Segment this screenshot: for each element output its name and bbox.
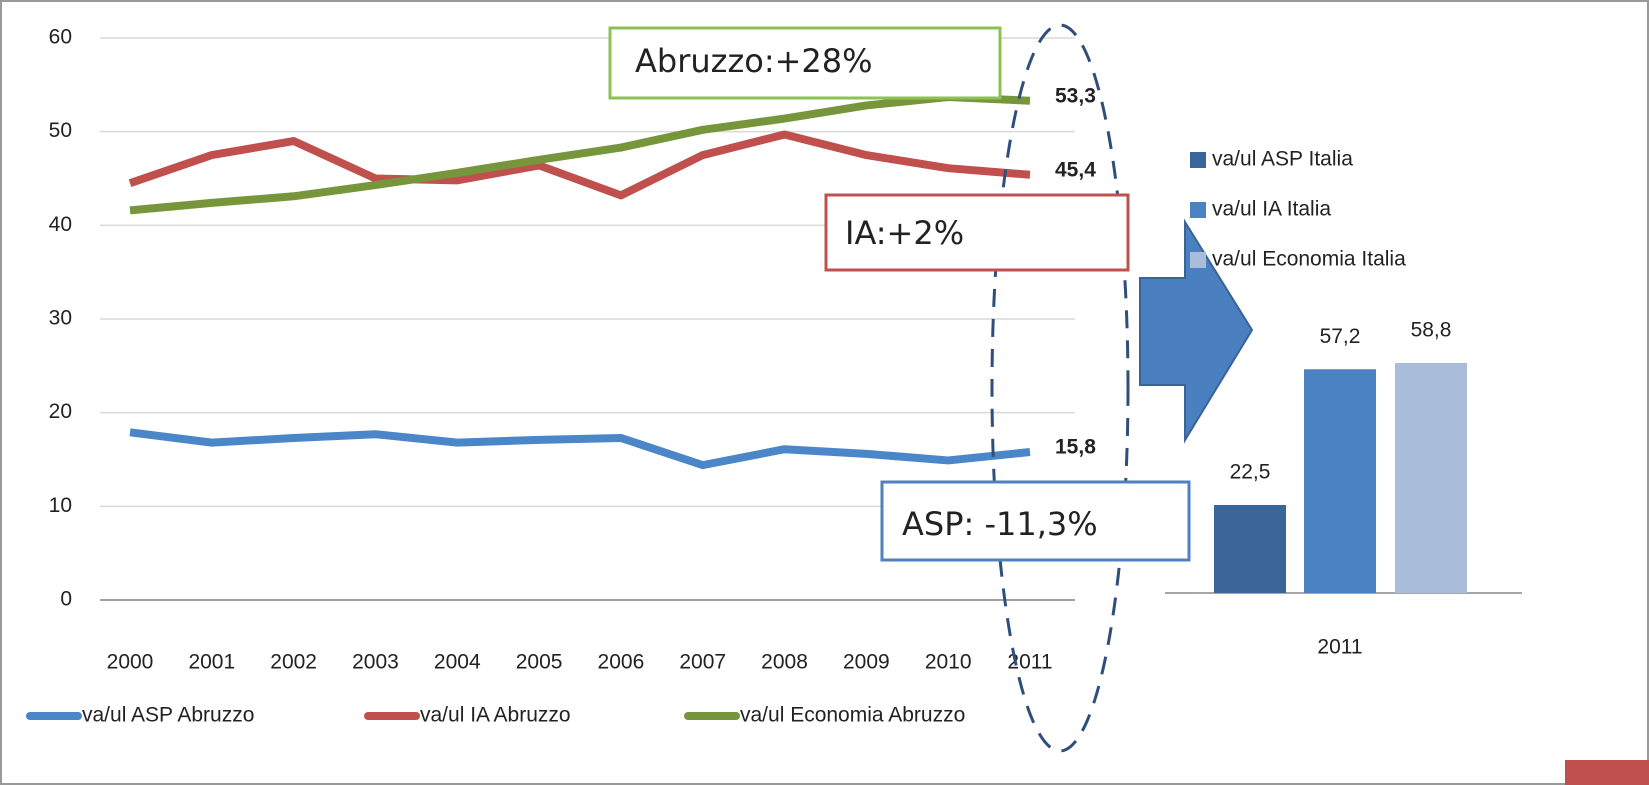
x-tick-label: 2005 — [516, 651, 563, 674]
highlight-ellipse — [990, 23, 1130, 753]
x-tick-label: 2002 — [270, 651, 317, 674]
annotation: ASP: -11,3% — [902, 505, 1098, 543]
series-line — [128, 130, 1031, 200]
corner-box — [1565, 760, 1649, 785]
data-label: 53,3 — [1055, 84, 1096, 107]
annotation: IA:+2% — [845, 214, 964, 252]
y-tick-label: 30 — [49, 307, 72, 330]
x-tick-label: 2011 — [1317, 636, 1362, 659]
x-tick-label: 2009 — [843, 651, 890, 674]
x-tick-label: 2000 — [107, 651, 154, 674]
x-tick-label: 2004 — [434, 651, 481, 674]
annotation-box — [880, 480, 1191, 562]
data-label: 22,5 — [1230, 461, 1271, 484]
bar — [1214, 504, 1286, 593]
annotation-box — [824, 193, 1130, 272]
data-label: 45,4 — [1055, 158, 1096, 181]
bar — [1395, 363, 1467, 593]
legend-label: va/ul Economia Italia — [1212, 248, 1406, 271]
y-tick-label: 10 — [49, 494, 72, 517]
legend-label: va/ul IA Italia — [1212, 198, 1331, 221]
series-line — [129, 428, 1031, 470]
y-tick-label: 20 — [49, 400, 72, 423]
x-tick-label: 2008 — [761, 651, 808, 674]
data-label: 57,2 — [1320, 325, 1361, 348]
x-tick-label: 2010 — [925, 651, 972, 674]
legend-label: va/ul Economia Abruzzo — [740, 704, 965, 727]
x-tick-label: 2001 — [188, 651, 235, 674]
legend-label: va/ul ASP Abruzzo — [82, 704, 254, 727]
data-label: 15,8 — [1055, 436, 1096, 459]
series-line — [129, 93, 1031, 215]
y-tick-label: 40 — [49, 213, 72, 236]
bar — [1304, 369, 1376, 593]
legend-label: va/ul ASP Italia — [1212, 148, 1353, 171]
annotation: Abruzzo:+28% — [635, 42, 873, 80]
x-tick-label: 2011 — [1007, 651, 1052, 674]
arrow — [1139, 218, 1254, 444]
annotation-box — [608, 26, 1002, 100]
legend-label: va/ul IA Abruzzo — [420, 704, 571, 727]
y-tick-label: 0 — [60, 588, 72, 611]
legend-swatch — [1190, 202, 1206, 218]
legend-swatch — [1190, 252, 1206, 268]
y-tick-label: 60 — [49, 26, 72, 49]
data-label: 58,8 — [1411, 319, 1452, 342]
x-tick-label: 2003 — [352, 651, 399, 674]
legend-swatch — [1190, 152, 1206, 168]
y-tick-label: 50 — [49, 119, 72, 142]
x-tick-label: 2007 — [679, 651, 726, 674]
x-tick-label: 2006 — [598, 651, 645, 674]
